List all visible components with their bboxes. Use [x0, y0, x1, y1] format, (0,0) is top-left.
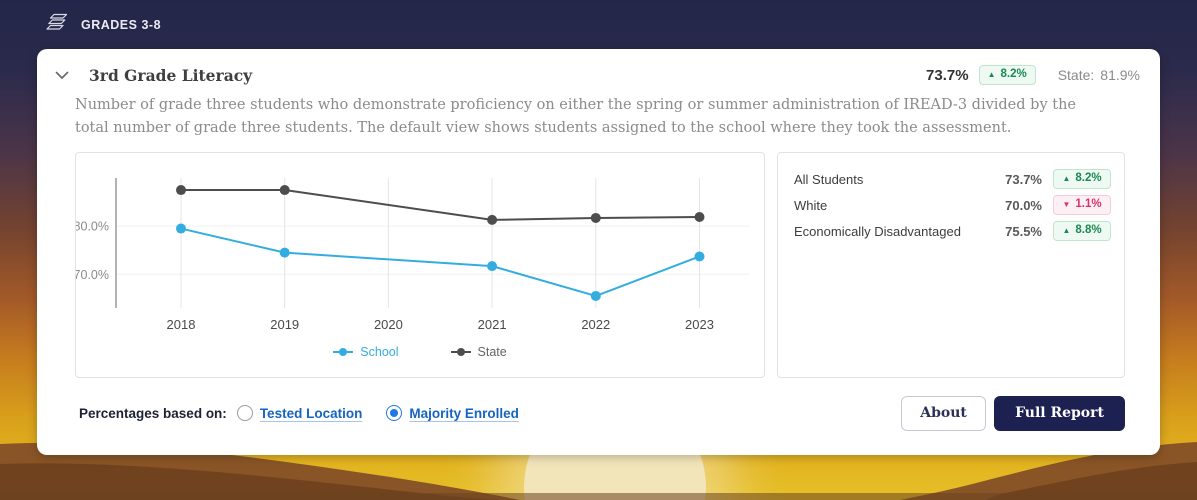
card-header: 3rd Grade Literacy 73.7% ▲ 8.2% State: 81…: [53, 61, 1140, 89]
up-arrow-icon: ▲: [1062, 174, 1071, 183]
legend-item-school[interactable]: School: [333, 345, 399, 359]
radio-label[interactable]: Majority Enrolled: [409, 405, 519, 421]
breakdown-row-label: All Students: [794, 171, 864, 187]
change-badge: ▼ 1.1%: [1053, 195, 1111, 215]
legend-label: School: [360, 345, 399, 359]
topbar: GRADES 3-8: [46, 12, 161, 37]
demographic-breakdown-panel: All Students 73.7% ▲ 8.2% White 70.0% ▼ 1.1% Eco…: [777, 152, 1125, 378]
basis-radio-group: Tested Location Majority Enrolled: [236, 405, 543, 421]
metric-card: 3rd Grade Literacy 73.7% ▲ 8.2% State: 81…: [37, 49, 1160, 455]
svg-text:2019: 2019: [270, 317, 299, 332]
legend-label: State: [477, 345, 507, 359]
svg-text:80.0%: 80.0%: [76, 220, 109, 234]
summary-value: 73.7%: [926, 66, 969, 84]
breakdown-row-value: 75.5%: [1005, 223, 1042, 239]
grades-stack-icon: [46, 12, 70, 37]
summary-change-badge: ▲ 8.2%: [978, 65, 1036, 85]
up-arrow-icon: ▲: [1062, 226, 1071, 235]
legend-item-state[interactable]: State: [450, 345, 507, 359]
breakdown-row: Economically Disadvantaged 75.5% ▲ 8.8%: [794, 218, 1111, 244]
breakdown-row-label: Economically Disadvantaged: [794, 223, 961, 239]
change-badge: ▲ 8.2%: [1053, 169, 1111, 189]
legend-marker-icon: [333, 348, 354, 356]
legend-marker-icon: [450, 348, 471, 356]
state-value: 81.9%: [1100, 67, 1140, 83]
collapse-chevron-icon[interactable]: [53, 66, 71, 84]
radio-label[interactable]: Tested Location: [259, 405, 363, 421]
up-arrow-icon: ▲: [987, 70, 996, 79]
metric-title: 3rd Grade Literacy: [89, 65, 253, 85]
topbar-label: GRADES 3-8: [81, 17, 162, 32]
svg-text:70.0%: 70.0%: [76, 268, 109, 282]
svg-text:2023: 2023: [685, 317, 714, 332]
breakdown-row-value: 73.7%: [1005, 171, 1042, 187]
about-button[interactable]: About: [901, 395, 987, 431]
trend-chart-panel: 80.0% 70.0% 2018 2019 2020 2021 2022 2023 Schoo…: [74, 152, 765, 378]
chart-legend: School State: [76, 345, 764, 359]
state-label: State:: [1057, 67, 1095, 83]
svg-text:2018: 2018: [167, 317, 196, 332]
svg-text:2021: 2021: [478, 317, 507, 332]
header-summary: 73.7% ▲ 8.2% State: 81.9%: [926, 65, 1140, 85]
hills-illustration: [0, 442, 1197, 500]
breakdown-row-value: 70.0%: [1005, 197, 1042, 213]
percentages-based-on-label: Percentages based on:: [79, 405, 227, 421]
svg-text:2020: 2020: [374, 317, 403, 332]
metric-description: Number of grade three students who demon…: [75, 97, 1076, 137]
change-badge: ▲ 8.8%: [1053, 221, 1111, 241]
footer-controls: Percentages based on: Tested Location Maj…: [79, 395, 1125, 431]
full-report-button[interactable]: Full Report: [994, 395, 1125, 431]
breakdown-row: White 70.0% ▼ 1.1%: [794, 192, 1111, 218]
radio-option-majority-enrolled[interactable]: Majority Enrolled: [386, 405, 519, 421]
radio-circle-icon[interactable]: [386, 405, 403, 421]
radio-dot: [390, 409, 399, 417]
radio-circle-icon[interactable]: [236, 405, 253, 421]
breakdown-row-label: White: [794, 197, 828, 213]
trend-line-chart: 80.0% 70.0% 2018 2019 2020 2021 2022 2023: [74, 178, 750, 332]
breakdown-row: All Students 73.7% ▲ 8.2%: [794, 166, 1111, 192]
radio-option-tested-location[interactable]: Tested Location: [236, 405, 363, 421]
down-arrow-icon: ▼: [1062, 200, 1071, 209]
svg-text:2022: 2022: [581, 317, 610, 332]
